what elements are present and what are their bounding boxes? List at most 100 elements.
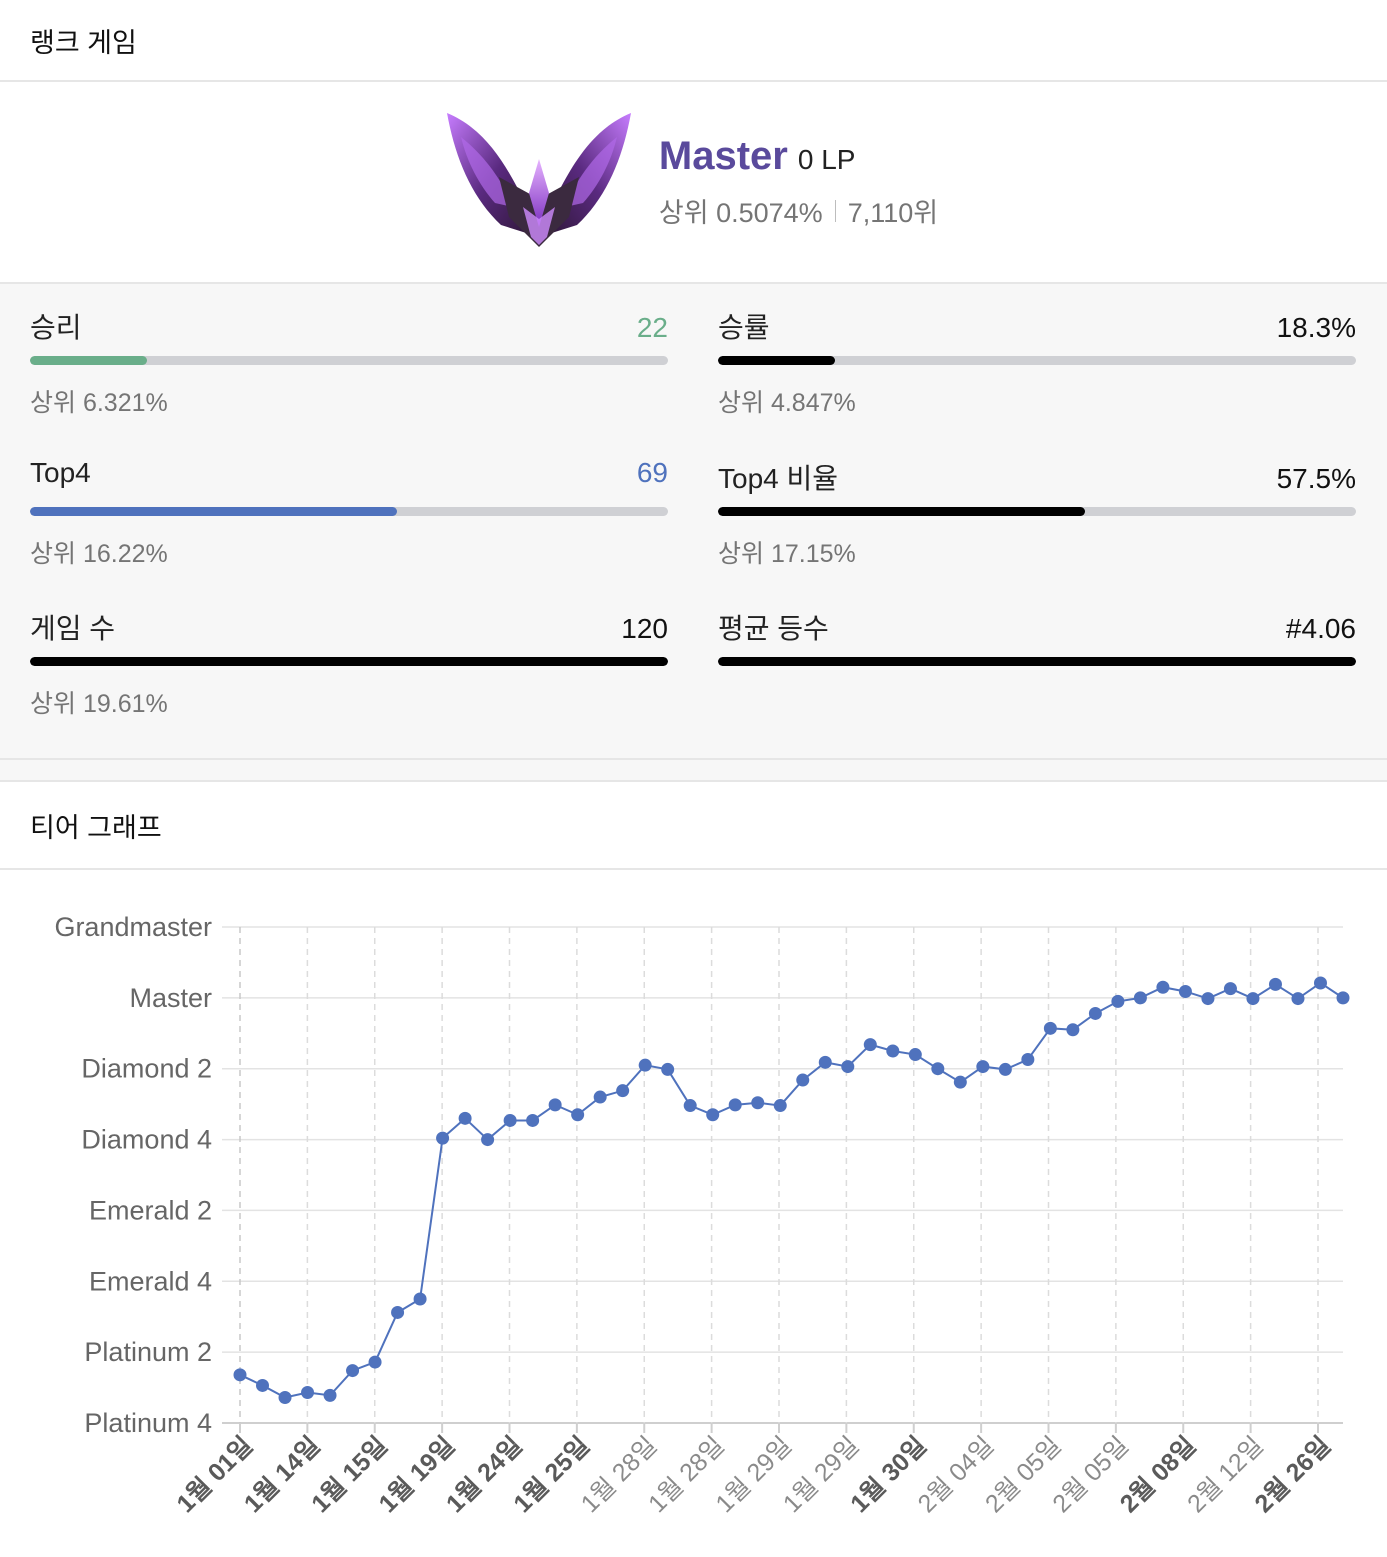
tier-data-point	[886, 1044, 900, 1058]
tier-data-point	[548, 1098, 562, 1112]
tier-rank: 7,110위	[847, 198, 939, 228]
tier-summary: Master 0 LP 상위 0.5074% 7,110위	[0, 82, 1387, 284]
tier-data-point	[1178, 984, 1192, 998]
stat-value: 57.5%	[1276, 462, 1356, 494]
tier-series-line	[239, 981, 1344, 1399]
stat-bar-fill	[718, 506, 1085, 516]
tier-data-point	[391, 1305, 405, 1319]
tier-data-point	[368, 1355, 382, 1369]
tier-data-point	[1021, 1053, 1035, 1067]
stat-bar-fill	[718, 657, 1356, 667]
tier-data-point	[1246, 992, 1260, 1006]
y-tick-label: Diamond 2	[81, 1054, 212, 1084]
stat-bar-fill	[30, 356, 147, 365]
stat-label: Top4	[30, 456, 91, 488]
tier-data-point	[751, 1096, 765, 1110]
stat-top4-rate: Top4 비율 57.5% 상위 17.15%	[718, 457, 1356, 605]
stat-label: 승리	[30, 312, 82, 343]
stat-winrate: 승률 18.3% 상위 4.847%	[718, 306, 1356, 454]
stat-label: 게임 수	[30, 613, 116, 645]
stat-bar	[30, 657, 668, 667]
y-tick-label: Emerald 2	[89, 1195, 212, 1225]
tier-data-point	[998, 1062, 1012, 1076]
stat-bar-fill	[30, 506, 397, 516]
tier-data-point	[1336, 991, 1350, 1005]
tier-data-point	[256, 1378, 270, 1392]
y-tick-label: Emerald 4	[89, 1266, 212, 1296]
tier-data-point	[818, 1055, 832, 1069]
stat-value: 18.3%	[1276, 312, 1356, 343]
tier-rank-row: 상위 0.5074% 7,110위	[659, 191, 938, 230]
stat-label: Top4 비율	[718, 462, 839, 494]
tier-data-point	[863, 1038, 877, 1052]
tier-graph-header: 티어 그래프	[0, 782, 1387, 870]
tier-data-point	[413, 1292, 427, 1306]
stat-value: #4.06	[1285, 613, 1356, 645]
stat-bar	[718, 657, 1356, 667]
tier-data-point	[346, 1364, 360, 1378]
tier-data-point	[1201, 992, 1215, 1006]
tier-data-point	[323, 1388, 337, 1402]
stat-sub: 상위 19.61%	[30, 690, 168, 719]
stat-average-place: 평균 등수 #4.06	[718, 607, 1356, 755]
stat-value: 69	[636, 456, 668, 488]
stat-value: 22	[636, 312, 668, 343]
tier-data-point	[1066, 1023, 1080, 1037]
tier-data-point	[1043, 1021, 1057, 1035]
stat-sub: 상위 16.22%	[30, 539, 168, 568]
rank-divider	[834, 199, 836, 222]
tier-graph: Grandmaster Master Diamond 2 Diamond 4 Emera…	[0, 870, 1387, 1555]
tier-data-point	[503, 1113, 517, 1127]
tier-data-point	[773, 1099, 787, 1113]
stat-label: 평균 등수	[718, 613, 829, 645]
tier-data-point	[233, 1368, 247, 1382]
tier-data-point	[1111, 994, 1125, 1008]
x-tick-label: 2월 26일	[1250, 1431, 1337, 1518]
tier-data-point	[301, 1386, 315, 1400]
stat-top4: Top4 69 상위 16.22%	[30, 457, 668, 605]
stat-bar	[718, 506, 1356, 516]
tier-data-point	[706, 1108, 720, 1122]
tier-data-point	[1088, 1006, 1102, 1020]
tier-data-point	[458, 1111, 472, 1125]
rank-game-title: 랭크 게임	[30, 27, 137, 58]
tier-data-point	[1291, 992, 1305, 1006]
stat-sub: 상위 6.321%	[30, 389, 168, 417]
tier-data-point	[481, 1133, 495, 1147]
tier-data-point	[436, 1131, 450, 1145]
stat-bar-fill	[30, 657, 668, 667]
tier-data-point	[593, 1090, 607, 1104]
tier-data-point	[683, 1099, 697, 1113]
tier-lp: 0 LP	[797, 144, 856, 175]
tier-data-point	[1156, 980, 1170, 994]
stats-grid: 승리 22 상위 6.321% 승률 18.3% 상위 4.847% Top4 …	[0, 284, 1387, 760]
tier-data-point	[908, 1048, 922, 1062]
y-tick-label: Grandmaster	[54, 912, 212, 942]
tier-line-chart: Grandmaster Master Diamond 2 Diamond 4 Emera…	[54, 912, 1350, 1518]
tier-data-point	[526, 1113, 540, 1127]
stat-games: 게임 수 120 상위 19.61%	[30, 607, 668, 755]
y-tick-label: Platinum 2	[84, 1337, 212, 1367]
tier-data-point	[638, 1058, 652, 1072]
section-spacer	[0, 760, 1387, 782]
master-emblem-icon	[446, 113, 631, 247]
stat-bar	[30, 506, 668, 516]
tier-info: Master 0 LP 상위 0.5074% 7,110위	[659, 134, 938, 230]
tier-data-point	[796, 1073, 810, 1087]
y-tick-label: Diamond 4	[81, 1125, 212, 1155]
stat-bar	[718, 356, 1356, 365]
tier-data-point	[931, 1062, 945, 1076]
tier-graph-title: 티어 그래프	[30, 812, 162, 843]
tier-data-point	[841, 1060, 855, 1074]
y-tick-label: Master	[129, 983, 212, 1013]
rank-game-header: 랭크 게임	[0, 0, 1387, 82]
y-tick-label: Platinum 4	[84, 1408, 212, 1438]
tier-data-point	[728, 1098, 742, 1112]
stat-value: 120	[621, 613, 668, 645]
tier-data-point	[1133, 991, 1147, 1005]
stat-label: 승률	[718, 312, 770, 343]
stat-sub: 상위 4.847%	[718, 389, 856, 417]
tier-data-point	[661, 1062, 675, 1076]
tier-data-point	[1268, 977, 1282, 991]
stat-bar	[30, 356, 668, 365]
